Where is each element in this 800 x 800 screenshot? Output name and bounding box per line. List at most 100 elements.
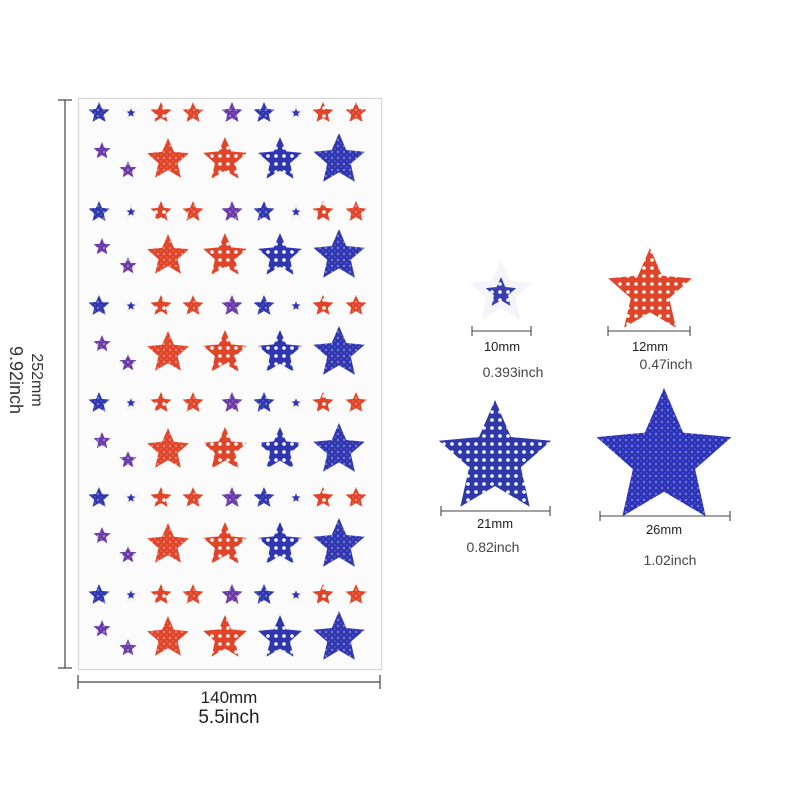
small-star [221, 102, 243, 122]
tiny-star [119, 639, 137, 656]
small-star-dot [291, 493, 301, 502]
sample-12mm-inch: 0.47inch [639, 356, 693, 372]
large-star [147, 138, 189, 178]
large-star [258, 522, 302, 564]
large-star [203, 233, 247, 275]
small-star-dot [126, 398, 136, 407]
large-star [203, 137, 247, 179]
small-star [150, 295, 172, 315]
sheet-stars [88, 102, 367, 660]
sample-star-10mm-center [485, 277, 517, 306]
small-star [88, 295, 110, 315]
small-star [88, 392, 110, 412]
height-dimension-line [58, 99, 72, 669]
small-star [150, 487, 172, 507]
sheet-height-inch: 9.92inch [6, 345, 26, 415]
tiny-star [93, 142, 111, 159]
large-star [313, 326, 365, 375]
width-dimension-line [77, 675, 381, 689]
large-star [203, 427, 247, 469]
sample-star-21mm [438, 400, 552, 507]
small-star [253, 487, 275, 507]
large-star [203, 330, 247, 372]
small-star [182, 487, 204, 507]
small-star [182, 201, 204, 221]
tiny-star [93, 238, 111, 255]
small-star [345, 201, 367, 221]
large-star [147, 331, 189, 371]
small-star [150, 102, 172, 122]
small-star [221, 295, 243, 315]
large-star [147, 234, 189, 274]
tiny-star [119, 451, 137, 468]
small-star [345, 102, 367, 122]
sheet-height-mm: 252mm [28, 353, 45, 407]
small-star-dot [291, 590, 301, 599]
small-star [182, 392, 204, 412]
small-star [88, 487, 110, 507]
small-star [150, 201, 172, 221]
large-star [147, 616, 189, 656]
sample-stars [438, 248, 732, 517]
tiny-star [93, 527, 111, 544]
small-star-dot [126, 301, 136, 310]
tiny-star [119, 161, 137, 178]
large-star [313, 133, 365, 182]
sample-21mm-inch: 0.82inch [466, 539, 520, 555]
small-star-dot [291, 108, 301, 117]
tiny-star [93, 620, 111, 637]
small-star [253, 392, 275, 412]
sample-12mm-label: 12mm [631, 339, 669, 354]
sample-star-12mm [608, 248, 692, 328]
small-star [88, 584, 110, 604]
small-star [150, 392, 172, 412]
small-star [253, 584, 275, 604]
tiny-star [119, 546, 137, 563]
small-star [221, 392, 243, 412]
small-star [150, 584, 172, 604]
small-star-dot [126, 207, 136, 216]
large-star [313, 611, 365, 660]
tiny-star [119, 354, 137, 371]
tiny-star [93, 335, 111, 352]
star-sticker-sheet [78, 98, 382, 670]
small-star [312, 487, 334, 507]
large-star [313, 423, 365, 472]
large-star [203, 615, 247, 657]
small-star-dot [291, 207, 301, 216]
large-star [147, 428, 189, 468]
sample-10mm-inch: 0.393inch [482, 364, 544, 380]
small-star [312, 201, 334, 221]
small-star [312, 102, 334, 122]
small-star [253, 102, 275, 122]
large-star [258, 615, 302, 657]
small-star [253, 201, 275, 221]
sample-star-26mm [596, 388, 732, 517]
small-star [312, 392, 334, 412]
small-star [221, 584, 243, 604]
small-star [253, 295, 275, 315]
sheet-width-mm: 140mm [200, 688, 258, 707]
large-star [258, 427, 302, 469]
large-star [258, 330, 302, 372]
small-star [345, 295, 367, 315]
large-star [203, 522, 247, 564]
small-star-dot [126, 108, 136, 117]
sample-dimension-lines [440, 326, 731, 521]
tiny-star [119, 257, 137, 274]
large-star [313, 229, 365, 278]
small-star [88, 201, 110, 221]
small-star [345, 487, 367, 507]
small-star [345, 392, 367, 412]
small-star-dot [126, 590, 136, 599]
small-star [182, 295, 204, 315]
sample-10mm-label: 10mm [483, 339, 521, 354]
small-star [182, 102, 204, 122]
small-star [221, 201, 243, 221]
small-star-dot [291, 301, 301, 310]
small-star-dot [291, 398, 301, 407]
large-star [258, 233, 302, 275]
large-star [258, 137, 302, 179]
sheet-width-inch: 5.5inch [198, 707, 260, 728]
